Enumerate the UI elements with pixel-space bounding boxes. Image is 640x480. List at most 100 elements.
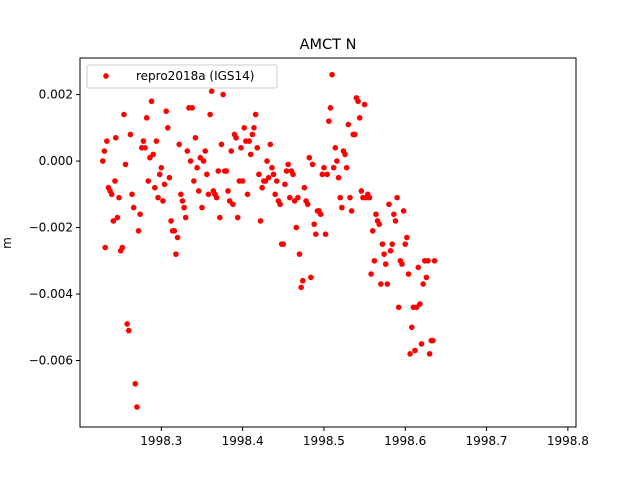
data-point-97 — [256, 171, 262, 178]
data-point-45 — [171, 228, 178, 234]
data-point-154 — [348, 208, 355, 214]
data-point-57 — [191, 178, 197, 184]
legend-label: repro2018a (IGS14) — [136, 69, 254, 83]
data-point-171 — [376, 221, 383, 228]
data-point-142 — [329, 71, 335, 78]
data-point-10 — [114, 214, 121, 221]
data-point-27 — [142, 144, 148, 151]
data-point-176 — [384, 281, 391, 287]
data-point-92 — [247, 151, 254, 158]
data-point-178 — [387, 248, 394, 254]
data-point-16 — [124, 321, 130, 327]
data-point-172 — [378, 281, 384, 287]
data-point-29 — [145, 178, 152, 184]
data-point-180 — [391, 211, 397, 218]
data-point-152 — [345, 121, 352, 128]
data-point-34 — [153, 138, 160, 144]
data-point-35 — [155, 194, 161, 201]
data-point-112 — [280, 241, 287, 247]
data-point-156 — [352, 131, 358, 138]
data-point-136 — [319, 171, 326, 178]
data-point-56 — [189, 105, 196, 111]
data-point-132 — [313, 231, 319, 237]
data-point-113 — [282, 181, 288, 188]
data-point-174 — [381, 251, 387, 257]
y-axis-ticks: 0.002 0.000 −0.002 −0.004 −0.006 — [29, 88, 80, 368]
data-point-162 — [361, 101, 368, 108]
x-tick-label-5: 1998.8 — [547, 434, 589, 448]
data-point-80 — [228, 148, 235, 154]
data-point-84 — [234, 214, 241, 221]
data-point-0 — [99, 158, 106, 164]
data-point-22 — [134, 404, 140, 410]
data-point-72 — [215, 168, 222, 174]
data-point-201 — [425, 257, 431, 264]
data-point-47 — [174, 234, 181, 241]
data-point-153 — [347, 194, 353, 201]
data-point-8 — [112, 178, 118, 184]
data-point-90 — [244, 191, 251, 198]
chart-title: AMCT N — [300, 37, 357, 53]
data-point-19 — [129, 191, 135, 198]
data-point-1 — [101, 148, 108, 154]
data-point-198 — [420, 281, 426, 287]
data-point-83 — [233, 134, 239, 141]
data-point-195 — [415, 264, 422, 271]
data-point-108 — [273, 178, 280, 184]
data-point-50 — [179, 198, 186, 204]
data-point-150 — [342, 151, 348, 158]
data-point-183 — [395, 304, 402, 311]
data-point-118 — [290, 171, 296, 178]
data-point-94 — [251, 125, 257, 131]
data-point-36 — [156, 171, 163, 178]
data-point-77 — [223, 168, 230, 174]
data-point-58 — [192, 134, 199, 141]
data-point-137 — [321, 164, 327, 171]
legend-box — [86, 64, 278, 89]
data-point-190 — [407, 351, 413, 357]
data-point-3 — [104, 138, 110, 144]
data-point-169 — [373, 211, 379, 218]
data-point-107 — [272, 191, 278, 198]
data-point-64 — [202, 148, 209, 154]
y-tick-label-0: 0.002 — [39, 88, 73, 102]
data-point-9 — [112, 134, 119, 141]
data-point-105 — [269, 164, 275, 171]
data-point-68 — [208, 88, 215, 95]
data-point-60 — [195, 188, 202, 194]
data-point-127 — [304, 201, 311, 208]
data-point-124 — [299, 277, 306, 284]
x-tick-label-4: 1998.7 — [466, 434, 508, 448]
data-point-158 — [355, 98, 361, 105]
data-point-123 — [298, 284, 304, 291]
data-point-73 — [217, 214, 223, 221]
data-point-63 — [200, 158, 207, 164]
y-tick-label-3: −0.004 — [29, 287, 73, 301]
data-point-104 — [267, 141, 274, 148]
data-point-102 — [264, 158, 270, 164]
data-point-39 — [161, 181, 168, 188]
x-tick-label-0: 1998.3 — [140, 434, 182, 448]
data-point-166 — [368, 271, 374, 277]
data-point-17 — [125, 327, 132, 334]
data-point-160 — [358, 188, 365, 194]
data-point-7 — [110, 218, 117, 224]
data-point-42 — [166, 174, 173, 181]
data-point-188 — [404, 234, 410, 241]
data-point-204 — [430, 337, 436, 344]
data-point-177 — [386, 201, 392, 208]
data-point-53 — [184, 148, 191, 154]
data-point-46 — [173, 251, 179, 257]
data-point-182 — [394, 194, 400, 201]
data-point-128 — [306, 154, 313, 161]
data-point-91 — [246, 138, 252, 144]
data-point-168 — [371, 257, 378, 264]
data-point-114 — [283, 168, 290, 174]
data-point-120 — [293, 224, 300, 231]
data-point-175 — [382, 261, 389, 267]
data-point-14 — [121, 111, 127, 118]
data-point-96 — [254, 144, 261, 151]
x-tick-label-1: 1998.4 — [222, 434, 264, 448]
data-point-202 — [426, 351, 433, 357]
data-point-193 — [412, 347, 418, 354]
